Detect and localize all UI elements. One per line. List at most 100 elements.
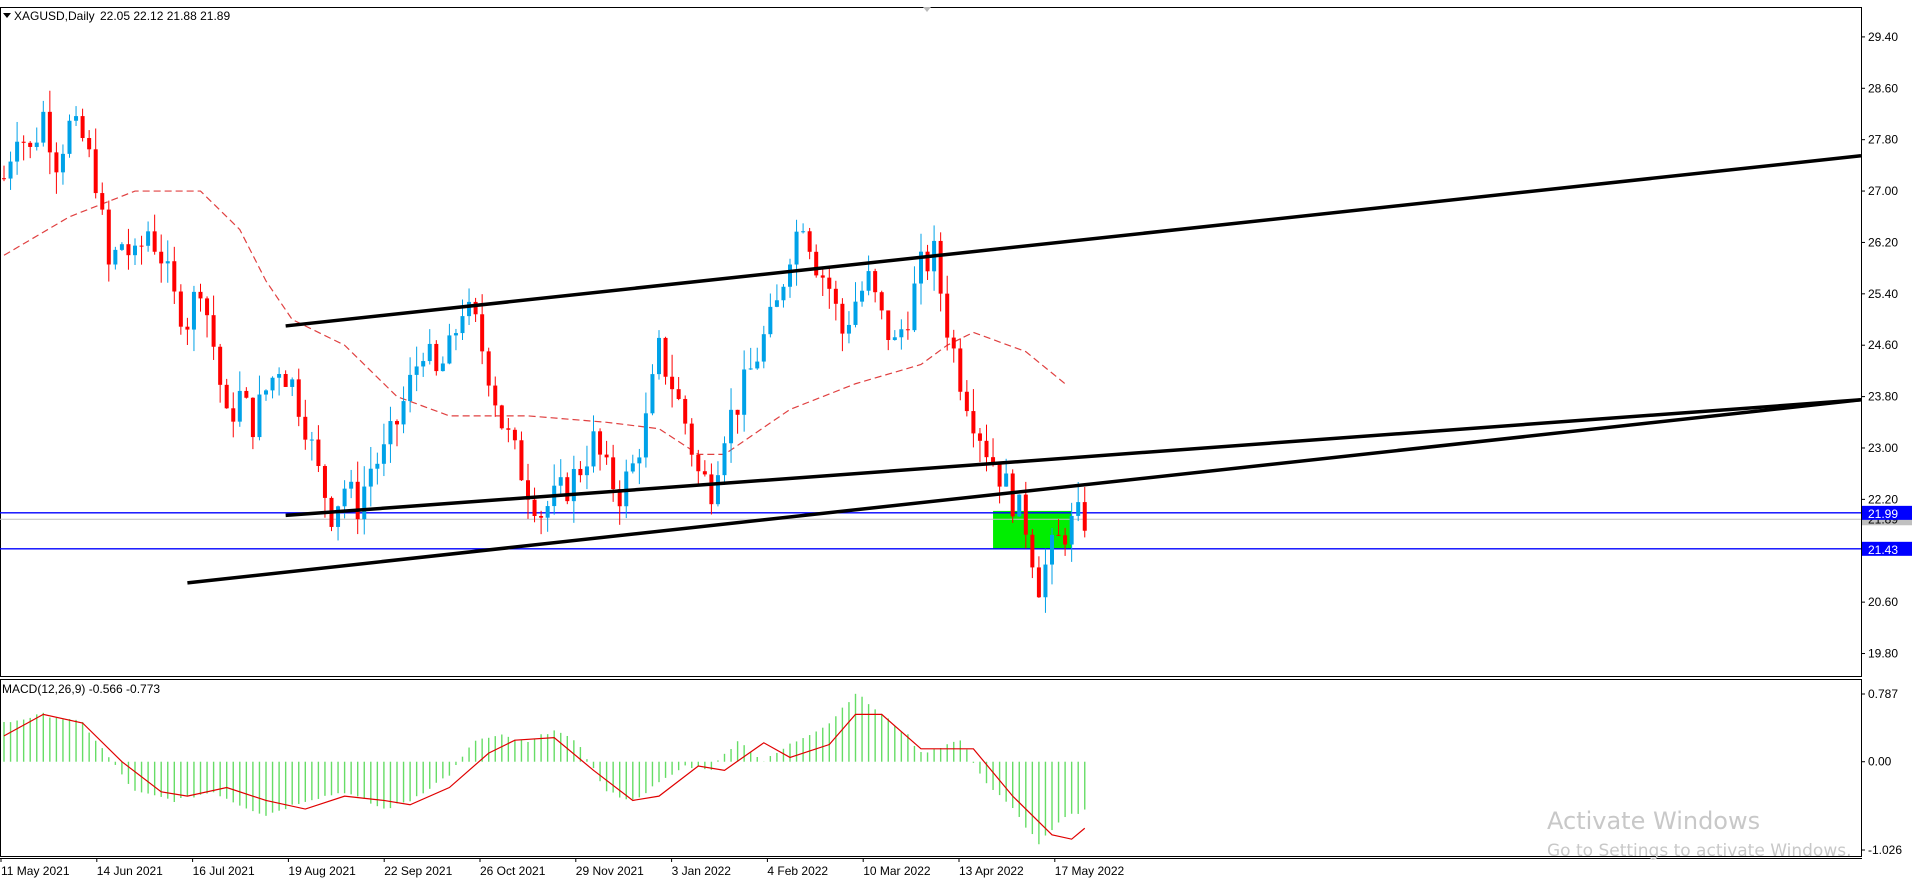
candle-155 bbox=[1017, 494, 1022, 517]
candle-body bbox=[715, 475, 720, 505]
candle-128 bbox=[840, 298, 845, 352]
candle-134 bbox=[879, 290, 884, 320]
candle-body bbox=[958, 348, 963, 392]
candle-body bbox=[93, 149, 98, 194]
candle-body bbox=[1056, 534, 1061, 536]
candle-body bbox=[919, 251, 923, 284]
candle-135 bbox=[886, 310, 891, 351]
candle-68 bbox=[447, 323, 452, 365]
candle-156 bbox=[1023, 481, 1028, 549]
candle-body bbox=[643, 413, 648, 458]
candle-body bbox=[630, 463, 635, 472]
candle-36 bbox=[237, 371, 242, 427]
candle-body bbox=[421, 361, 426, 367]
candle-154 bbox=[1010, 469, 1015, 524]
candle-body bbox=[408, 374, 413, 402]
candle-body bbox=[539, 516, 544, 518]
candle-105 bbox=[689, 418, 694, 467]
candle-161 bbox=[1056, 519, 1061, 536]
price-tick-label-9: 22.20 bbox=[1868, 492, 1898, 506]
candle-157 bbox=[1030, 529, 1035, 579]
candle-74 bbox=[486, 347, 491, 397]
candle-body bbox=[951, 337, 956, 349]
candle-body bbox=[67, 120, 72, 154]
candle-body bbox=[742, 369, 747, 415]
candle-body bbox=[827, 277, 832, 289]
candle-body bbox=[1036, 567, 1041, 598]
candle-body bbox=[74, 116, 79, 121]
candle-body bbox=[100, 193, 105, 210]
candle-31 bbox=[205, 296, 210, 338]
candle-111 bbox=[729, 388, 734, 463]
candle-body bbox=[696, 454, 701, 472]
macd-label: MACD(12,26,9) -0.566 -0.773 bbox=[2, 682, 160, 696]
candle-4 bbox=[28, 141, 33, 159]
candle-26 bbox=[172, 246, 177, 304]
time-axis: 11 May 2021 14 Jun 2021 16 Jul 2021 19 Aug … bbox=[0, 858, 1125, 878]
candle-body bbox=[899, 329, 904, 338]
candle-163 bbox=[1069, 502, 1074, 562]
candle-127 bbox=[833, 280, 838, 321]
candle-98 bbox=[643, 392, 648, 468]
time-tick-label-9: 10 Mar 2022 bbox=[863, 864, 931, 878]
candle-body bbox=[467, 301, 472, 317]
candle-body bbox=[945, 293, 950, 338]
candle-16 bbox=[106, 200, 111, 282]
candle-72 bbox=[473, 297, 478, 323]
candle-body bbox=[774, 300, 779, 307]
macd-axis: 0.787 0.00 -1.026 bbox=[1861, 687, 1902, 857]
candle-body bbox=[133, 245, 137, 256]
candle-body bbox=[15, 141, 20, 162]
level-tag-label-0: 21.99 bbox=[1868, 507, 1898, 521]
candle-27 bbox=[178, 284, 183, 335]
scroll-marker-icon[interactable] bbox=[923, 7, 931, 12]
candle-81 bbox=[532, 487, 537, 523]
candle-110 bbox=[722, 436, 727, 485]
macd-pane[interactable] bbox=[0, 679, 1862, 857]
candle-118 bbox=[774, 284, 779, 308]
candle-body bbox=[480, 314, 485, 352]
ohlc-readout: 22.05 22.12 21.88 21.89 bbox=[100, 9, 230, 23]
candle-body bbox=[977, 433, 982, 441]
candle-body bbox=[1030, 534, 1035, 568]
candle-124 bbox=[814, 244, 819, 278]
candle-body bbox=[159, 251, 164, 264]
candle-body bbox=[571, 468, 576, 502]
collapse-triangle-icon[interactable] bbox=[3, 13, 11, 18]
candle-body bbox=[21, 141, 26, 143]
price-pane[interactable] bbox=[0, 7, 1862, 677]
level-tag-1 bbox=[1862, 541, 1912, 556]
candle-body bbox=[657, 337, 661, 375]
candle-body bbox=[781, 286, 786, 301]
candle-85 bbox=[558, 459, 563, 495]
candle-body bbox=[146, 231, 151, 246]
candle-body bbox=[224, 384, 229, 409]
candle-body bbox=[139, 245, 144, 247]
candle-body bbox=[991, 457, 996, 465]
candle-96 bbox=[630, 454, 635, 474]
candle-body bbox=[401, 401, 406, 425]
candle-body bbox=[545, 506, 550, 518]
candle-80 bbox=[526, 463, 530, 519]
price-axis: 29.40 28.60 27.80 27.00 26.20 25.40 24.60 23.80… bbox=[1861, 30, 1898, 661]
candle-101 bbox=[663, 336, 668, 385]
candle-body bbox=[191, 291, 196, 330]
candle-136 bbox=[892, 330, 897, 341]
candle-body bbox=[873, 271, 878, 293]
candle-113 bbox=[742, 350, 747, 432]
candle-body bbox=[506, 428, 511, 430]
candle-body bbox=[264, 390, 268, 395]
candle-104 bbox=[683, 395, 688, 435]
candle-38 bbox=[250, 397, 255, 450]
candle-69 bbox=[453, 328, 458, 351]
candle-15 bbox=[100, 182, 105, 215]
candle-body bbox=[905, 329, 910, 331]
candle-body bbox=[303, 416, 308, 440]
candle-19 bbox=[126, 228, 131, 270]
price-tick-label-1: 28.60 bbox=[1868, 81, 1898, 95]
candle-120 bbox=[788, 258, 792, 298]
candle-18 bbox=[119, 242, 124, 251]
price-tick-label-2: 27.80 bbox=[1868, 133, 1898, 147]
